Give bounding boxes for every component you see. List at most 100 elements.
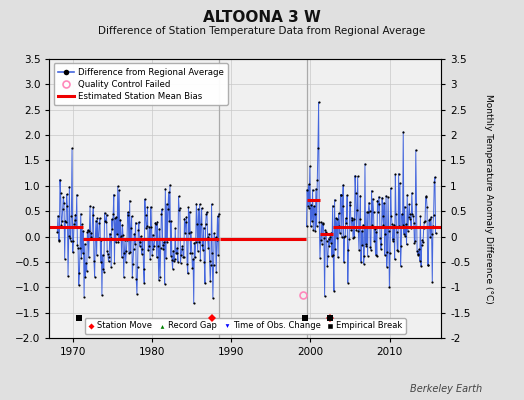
Point [326,234,334,240]
Point [332,235,341,241]
Point [362,242,370,249]
Point [369,209,378,215]
Point [149,246,158,252]
Point [96,215,104,222]
Point [395,170,403,177]
Point [308,218,316,224]
Point [400,204,409,210]
Point [416,258,424,264]
Point [313,177,321,184]
Point [381,231,390,237]
Point [64,273,72,279]
Point [342,220,351,226]
Point [305,163,314,169]
Point [147,224,156,230]
Point [125,197,134,204]
Point [323,262,332,269]
Point [351,172,359,179]
Point [126,249,135,255]
Point [413,251,422,258]
Point [198,242,206,248]
Point [117,254,126,260]
Point [391,171,399,178]
Point [113,231,121,238]
Point [177,251,185,258]
Point [341,233,350,239]
Point [97,236,105,243]
Point [73,242,82,248]
Point [196,256,204,263]
Point [205,230,213,237]
Point [62,219,70,225]
Point [183,270,192,277]
Point [386,249,394,256]
Point [308,186,316,193]
Point [414,251,423,258]
Point [399,128,408,135]
Point [76,245,84,252]
Point [118,222,127,228]
Point [424,262,432,268]
Point [401,233,409,240]
Point [185,230,193,236]
Point [122,248,130,254]
Point [86,234,95,240]
Point [164,206,172,212]
Point [429,222,437,229]
Point [152,220,160,227]
Y-axis label: Monthly Temperature Anomaly Difference (°C): Monthly Temperature Anomaly Difference (… [484,94,493,303]
Point [166,182,174,188]
Point [84,254,93,261]
Point [333,216,342,222]
Point [54,212,62,219]
Point [329,252,337,259]
Point [304,181,313,188]
Point [88,236,96,242]
Point [112,214,121,220]
Point [374,209,383,215]
Point [366,244,375,250]
Point [322,238,331,244]
Point [92,252,101,258]
Point [342,215,350,221]
Point [158,242,167,248]
Point [197,221,205,228]
Point [373,252,381,259]
Point [110,192,118,198]
Point [405,201,413,208]
Point [54,237,63,243]
Point [75,270,84,276]
Point [94,236,102,242]
Point [70,221,78,228]
Point [407,224,416,231]
Point [375,194,383,200]
Point [390,222,398,228]
Point [155,226,163,232]
Point [379,221,388,228]
Point [165,218,173,224]
Point [194,206,203,212]
Point [213,213,222,219]
Point [127,213,136,220]
Point [178,243,187,249]
Point [77,210,85,217]
Point [167,218,176,224]
Point [159,246,168,252]
Point [328,253,336,259]
Point [380,200,388,206]
Point [200,259,209,266]
Point [160,239,168,245]
Point [389,236,398,242]
Point [376,235,384,241]
Point [331,245,340,252]
Point [396,180,404,186]
Point [62,191,71,198]
Point [78,221,86,228]
Point [204,244,212,251]
Point [145,224,154,230]
Point [421,218,429,224]
Point [406,211,414,218]
Point [361,160,369,167]
Point [178,246,186,252]
Point [137,251,146,257]
